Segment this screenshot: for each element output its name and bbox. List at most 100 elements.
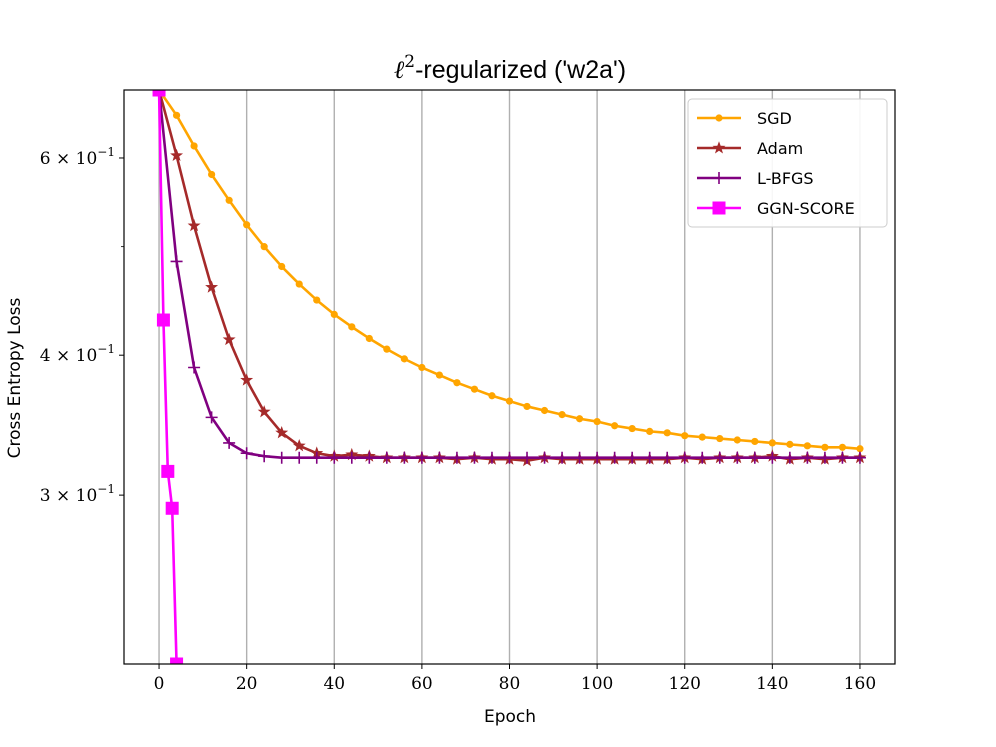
series-sgd <box>155 90 864 453</box>
data-point-l-bfgs <box>521 451 534 464</box>
data-point-l-bfgs <box>170 255 183 268</box>
data-point-l-bfgs <box>223 436 236 449</box>
data-point-l-bfgs <box>643 451 656 464</box>
data-point-sgd <box>208 170 216 179</box>
x-tick-label: 80 <box>499 674 521 694</box>
legend: SGD Adam L-BFGS GGN-SCORE <box>687 98 888 228</box>
data-point-l-bfgs <box>310 451 323 464</box>
data-point-adam <box>292 439 306 452</box>
data-point-l-bfgs <box>748 451 761 464</box>
chart-title: ℓ2-regularized ('w2a') <box>394 52 626 84</box>
data-point-sgd <box>768 439 776 447</box>
x-axis-label: Epoch <box>484 707 536 727</box>
data-point-l-bfgs <box>345 451 358 464</box>
data-point-adam <box>275 426 289 439</box>
data-point-sgd <box>646 427 654 435</box>
series-ggn-score <box>152 90 184 664</box>
data-point-l-bfgs <box>608 451 621 464</box>
data-point-sgd <box>611 422 619 430</box>
data-point-l-bfgs <box>661 451 674 464</box>
data-point-sgd <box>330 310 338 318</box>
data-point-l-bfgs <box>853 451 866 464</box>
data-point-sgd <box>821 443 829 451</box>
data-point-l-bfgs <box>503 451 516 464</box>
data-point-sgd <box>593 417 601 426</box>
legend-label-ggn-score: GGN-SCORE <box>757 199 855 218</box>
data-point-sgd <box>698 433 706 441</box>
data-point-l-bfgs <box>275 451 288 464</box>
legend-box <box>687 98 888 228</box>
data-point-l-bfgs <box>293 451 306 464</box>
x-tick-label: 100 <box>581 674 613 694</box>
x-tick-label: 160 <box>844 674 876 694</box>
data-point-l-bfgs <box>556 451 569 464</box>
data-point-adam <box>187 218 201 232</box>
legend-entry-sgd: SGD <box>697 109 792 128</box>
data-point-l-bfgs <box>328 451 341 464</box>
y-axis-label: Cross Entropy Loss <box>5 297 25 458</box>
x-tick-label: 0 <box>154 674 165 694</box>
data-point-l-bfgs <box>783 451 796 464</box>
data-point-sgd <box>663 429 671 437</box>
data-point-sgd <box>523 402 531 411</box>
data-point-sgd <box>365 334 373 343</box>
y-tick-label: 6 × 10−1 <box>40 145 115 169</box>
data-point-l-bfgs <box>398 451 411 464</box>
data-point-l-bfgs <box>468 451 481 464</box>
data-point-l-bfgs <box>538 451 551 464</box>
data-point-sgd <box>540 406 549 415</box>
data-point-l-bfgs <box>205 411 218 424</box>
data-point-sgd <box>435 371 444 379</box>
data-point-sgd <box>313 296 321 304</box>
data-point-l-bfgs <box>836 451 849 464</box>
data-point-sgd <box>190 142 198 150</box>
legend-label-l-bfgs: L-BFGS <box>757 169 814 188</box>
data-point-l-bfgs <box>485 451 498 464</box>
data-point-l-bfgs <box>188 361 201 374</box>
x-tick-label: 60 <box>411 674 433 694</box>
data-point-l-bfgs <box>591 451 604 464</box>
data-point-sgd <box>243 221 251 229</box>
data-point-sgd <box>470 385 479 393</box>
x-tick-label: 140 <box>756 674 788 694</box>
data-point-sgd <box>628 424 636 433</box>
y-tick-label: 3 × 10−1 <box>40 482 115 506</box>
data-point-ggn-score <box>165 501 179 515</box>
data-point-adam <box>222 332 236 346</box>
data-point-l-bfgs <box>801 451 814 464</box>
data-point-adam <box>257 405 271 418</box>
data-point-l-bfgs <box>433 451 446 464</box>
data-point-sgd <box>383 345 391 353</box>
data-point-l-bfgs <box>450 451 463 464</box>
data-point-l-bfgs <box>818 451 831 464</box>
data-point-l-bfgs <box>415 451 428 464</box>
series-l-bfgs <box>153 90 866 464</box>
data-point-l-bfgs <box>696 451 709 464</box>
legend-marker-sgd <box>715 114 723 122</box>
data-point-sgd <box>488 392 496 400</box>
legend-label-sgd: SGD <box>757 109 792 128</box>
data-point-sgd <box>400 355 408 363</box>
data-point-l-bfgs <box>258 450 271 463</box>
data-point-sgd <box>716 434 724 443</box>
data-point-sgd <box>260 243 268 251</box>
data-point-adam <box>170 148 184 162</box>
data-point-sgd <box>348 323 356 331</box>
data-point-sgd <box>786 440 794 448</box>
legend-entry-ggn-score: GGN-SCORE <box>697 199 855 218</box>
legend-entry-l-bfgs: L-BFGS <box>697 169 814 188</box>
data-point-sgd <box>575 415 584 423</box>
data-point-ggn-score <box>156 313 170 327</box>
data-point-sgd <box>295 280 303 288</box>
y-tick-label: 4 × 10−1 <box>40 342 115 366</box>
data-point-l-bfgs <box>678 451 691 464</box>
ticks-layer: 0 20 40 60 80 100 120 140 160 3 × 10−1 4 × 10−1 6 ×… <box>40 145 876 694</box>
legend-marker-adam <box>712 141 726 154</box>
data-point-ggn-score <box>170 657 184 664</box>
data-point-ggn-score <box>152 90 166 97</box>
data-point-sgd <box>856 445 864 453</box>
data-point-sgd <box>838 443 847 451</box>
data-point-sgd <box>505 397 514 405</box>
data-point-sgd <box>803 442 811 450</box>
